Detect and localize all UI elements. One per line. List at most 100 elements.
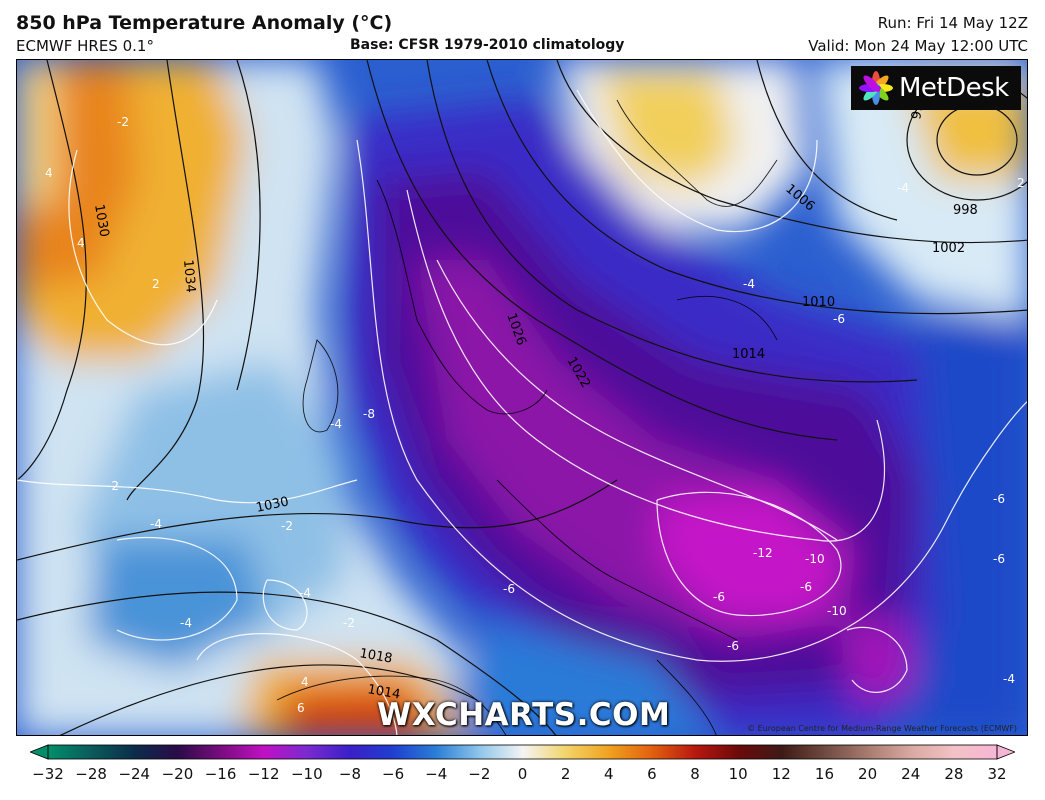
- anomaly-label: -4: [299, 586, 311, 600]
- coastline-ireland: [302, 339, 339, 433]
- colorbar-tick-label: 28: [944, 765, 964, 783]
- colorbar-segments: [48, 745, 998, 759]
- anomaly-label: -4: [897, 181, 909, 195]
- colorbar-segment: [608, 745, 653, 759]
- anomaly-label: -6: [993, 492, 1005, 506]
- colorbar-outline: [47, 744, 998, 760]
- colorbar-tick-label: −12: [247, 765, 280, 783]
- anomaly-label: 2: [1017, 176, 1025, 190]
- pressure-label: 998: [953, 203, 978, 218]
- colorbar: [30, 744, 1015, 760]
- colorbar-segment: [565, 745, 610, 759]
- run-time-label: Run: Fri 14 May 12Z: [877, 14, 1028, 32]
- coastline-scandinavia: [616, 99, 778, 207]
- colorbar-segment: [695, 745, 739, 759]
- climatology-base-label: Base: CFSR 1979-2010 climatology: [350, 37, 625, 53]
- colorbar-segment: [781, 745, 825, 759]
- coastline-italy: [656, 659, 717, 735]
- anomaly-label: -6: [800, 580, 812, 594]
- anomaly-map: 1030 1034 1030 1018 1014 1006 998 1002 1…: [16, 59, 1028, 736]
- isobar: [17, 591, 557, 735]
- colorbar-segment: [349, 745, 394, 759]
- pressure-label: 1014: [732, 347, 765, 362]
- model-subtitle: ECMWF HRES 0.1°: [16, 37, 154, 55]
- colorbar-tick-label: −24: [118, 765, 151, 783]
- contour-line: [846, 626, 908, 693]
- isobar: [126, 60, 205, 501]
- anomaly-label: 4: [77, 236, 85, 250]
- anomaly-label: -10: [827, 604, 847, 618]
- anomaly-label: -2: [117, 115, 129, 129]
- pressure-label: 1030: [91, 203, 112, 238]
- warm-edge: [17, 60, 57, 210]
- colorbar-segment: [651, 745, 696, 759]
- colorbar-right-arrow: [996, 744, 1015, 760]
- contour-line: [196, 633, 398, 735]
- colorbar-segment: [522, 745, 567, 759]
- anomaly-label: -6: [993, 552, 1005, 566]
- anomaly-label: -6: [713, 590, 725, 604]
- anomaly-labels: -2 4 4 2 -2 -4 -2 -4 -2 -4 -4 -8 -4 -6 -…: [45, 115, 1025, 715]
- contour-line: [406, 189, 886, 542]
- extreme-cold-center: [657, 490, 847, 620]
- isobar: [556, 60, 1027, 244]
- anomaly-label: -6: [503, 582, 515, 596]
- anomaly-label: -10: [805, 552, 825, 566]
- colorbar-labels: −32 −28 −24 −20 −16 −12 −10 −8 −6 −4 −2 0 2 4 6 8 10 12 16…: [0, 765, 1045, 787]
- contour-line: [356, 139, 1027, 662]
- coastline-iberia: [276, 675, 507, 735]
- pressure-label: 1010: [802, 295, 835, 310]
- anomaly-label: -4: [330, 417, 342, 431]
- anomaly-label: -8: [363, 407, 375, 421]
- colorbar-tick-label: 6: [647, 765, 657, 783]
- colorbar-tick-label: 4: [603, 765, 614, 783]
- colorbar-segment: [306, 745, 351, 759]
- atlantic-cold-pocket: [87, 540, 267, 670]
- anomaly-label: -2: [281, 519, 293, 533]
- colorbar-segment: [393, 745, 437, 759]
- metdesk-logo: MetDesk: [851, 66, 1021, 110]
- colorbar-segment: [134, 745, 178, 759]
- colorbar-tick-label: 10: [728, 765, 748, 783]
- colorbar-tick-label: 2: [560, 765, 571, 783]
- anomaly-contours: [17, 89, 1027, 735]
- ecmwf-credit: © European Centre for Medium-Range Weath…: [747, 724, 1017, 733]
- anomaly-label: -4: [743, 277, 755, 291]
- colorbar-tick-label: −6: [382, 765, 405, 783]
- anomaly-label: -2: [107, 479, 119, 493]
- colorbar-tick-label: −16: [204, 765, 237, 783]
- contour-line: [116, 536, 238, 641]
- east-cool-area: [897, 320, 1027, 735]
- warm-core-southwest: [277, 685, 436, 735]
- isobar: [59, 664, 478, 735]
- contour-line: [576, 89, 818, 232]
- anomaly-label: 2: [152, 277, 160, 291]
- chart-title: 850 hPa Temperature Anomaly (°C): [16, 12, 393, 34]
- colorbar-tick-label: −8: [338, 765, 362, 783]
- colorbar-tick-label: −28: [75, 765, 107, 783]
- colorbar-tick-label: 12: [771, 765, 791, 783]
- colorbar-segment: [738, 745, 782, 759]
- anomaly-label: 4: [301, 675, 309, 689]
- isobar: [236, 60, 261, 391]
- coastline-france: [496, 479, 738, 641]
- map-canvas: 1030 1034 1030 1018 1014 1006 998 1002 1…: [17, 60, 1027, 735]
- colorbar-segment: [479, 745, 523, 759]
- anomaly-label: -6: [727, 639, 739, 653]
- isobar-lines: [17, 60, 1027, 735]
- anomaly-label: -6: [833, 312, 845, 326]
- colorbar-segment: [220, 745, 265, 759]
- colorbar-segment: [263, 745, 308, 759]
- pressure-label: 1034: [180, 259, 198, 293]
- anomaly-label: -4: [150, 517, 162, 531]
- colorbar-segment: [177, 745, 222, 759]
- colorbar-tick-label: 16: [814, 765, 834, 783]
- mediterranean-cool: [447, 620, 716, 735]
- scandinavia-warm: [597, 70, 737, 190]
- colorbar-segment: [436, 745, 480, 759]
- colorbar-segment: [48, 745, 92, 759]
- contour-line: [262, 579, 308, 631]
- colorbar-tick-label: −2: [468, 765, 491, 783]
- pressure-label: 1014: [366, 682, 401, 703]
- colorbar-segment: [867, 745, 912, 759]
